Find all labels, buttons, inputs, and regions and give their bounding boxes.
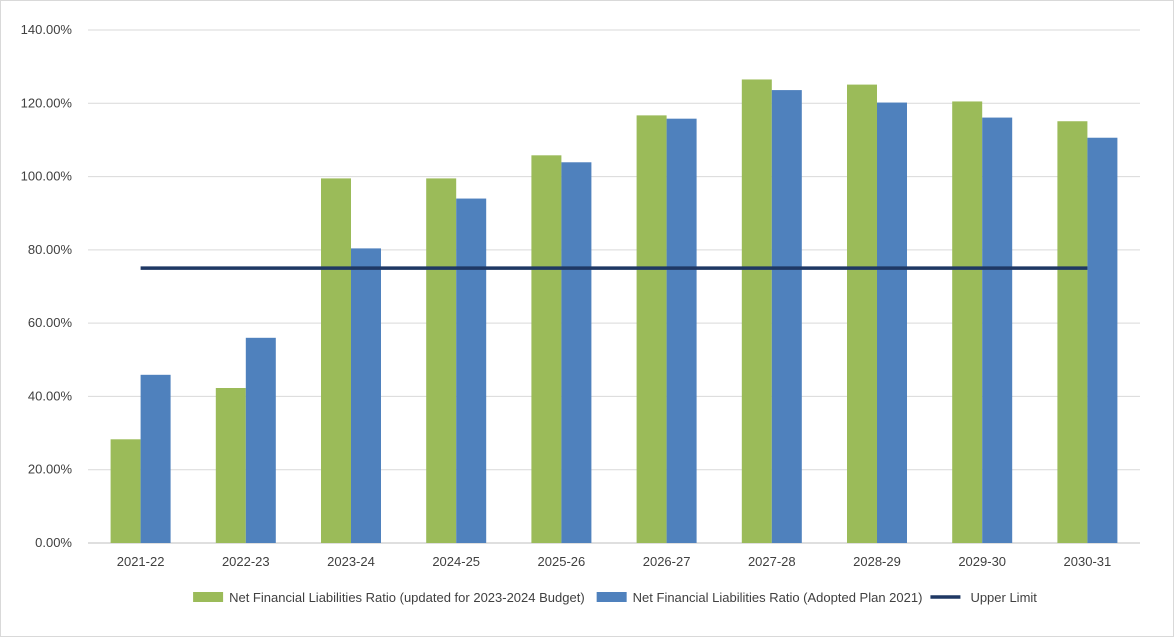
legend-swatch [596,592,627,602]
x-tick-label: 2023-24 [327,554,375,569]
bar-adopted [982,117,1013,544]
bar-adopted [351,248,381,544]
bar-adopted [877,102,907,543]
legend-swatch [193,592,224,602]
bar-updated [531,155,562,543]
y-tick-label: 100.00% [21,169,73,184]
legend-label: Net Financial Liabilities Ratio (Adopted… [633,590,923,605]
bar-adopted [456,198,487,544]
x-tick-label: 2022-23 [222,554,270,569]
bar-updated [636,115,667,543]
x-tick-label: 2028-29 [853,554,901,569]
bar-adopted [771,90,802,543]
bar-adopted [1087,137,1118,544]
legend-label: Net Financial Liabilities Ratio (updated… [229,590,585,605]
x-tick-label: 2030-31 [1064,554,1112,569]
bar-updated [426,178,457,543]
bar-adopted [140,374,171,543]
y-tick-label: 0.00% [35,535,72,550]
x-tick-label: 2026-27 [643,554,691,569]
y-tick-label: 60.00% [28,315,73,330]
bar-updated [215,388,246,543]
y-tick-label: 20.00% [28,462,73,477]
x-tick-label: 2024-25 [432,554,480,569]
bar-adopted [245,337,276,543]
bar-updated [1057,121,1088,543]
x-tick-label: 2025-26 [538,554,586,569]
y-tick-label: 120.00% [21,95,73,110]
bar-updated [741,79,772,543]
x-tick-label: 2029-30 [958,554,1006,569]
bar-adopted [666,118,697,543]
bar-updated [321,178,351,543]
bar-updated [110,439,141,543]
bar-updated [847,84,877,544]
bar-updated [952,101,983,543]
x-tick-label: 2021-22 [117,554,165,569]
y-tick-label: 40.00% [28,388,73,403]
x-tick-label: 2027-28 [748,554,796,569]
y-tick-label: 140.00% [21,22,73,37]
bar-adopted [561,162,592,544]
y-tick-label: 80.00% [28,242,73,257]
legend-label: Upper Limit [970,590,1037,605]
